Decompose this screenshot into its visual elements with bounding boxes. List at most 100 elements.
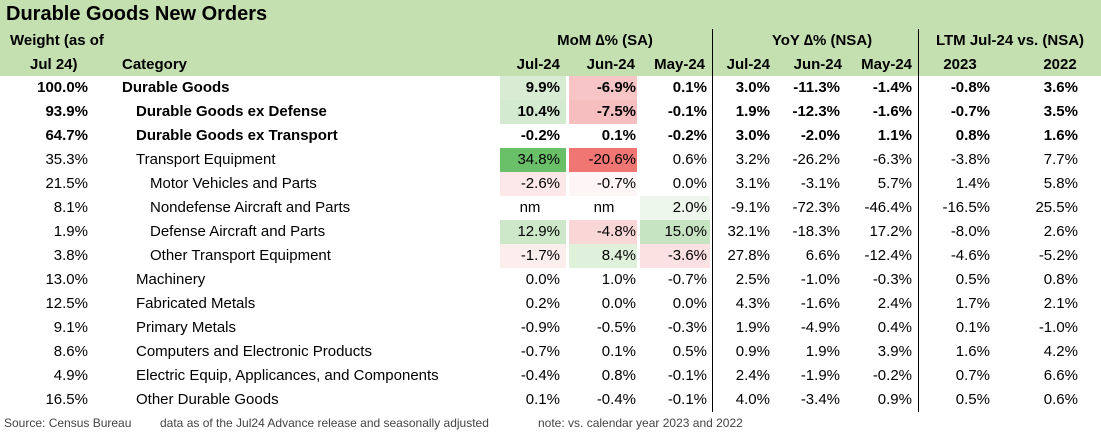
category-cell: Electric Equip, Applicances, and Compone… — [136, 367, 439, 384]
ltm-cell: 5.8% — [1043, 175, 1078, 192]
ltm-cell: 0.1% — [955, 319, 990, 336]
category-cell: Machinery — [136, 271, 206, 288]
weight-header-line2: Jul 24) — [30, 56, 78, 73]
heat-fill — [500, 148, 566, 172]
mom-group-header: MoM ∆% (SA) — [557, 32, 653, 49]
ltm-col-2023: 2023 — [943, 56, 977, 73]
yoy-cell: -46.4% — [864, 199, 912, 216]
heat-fill — [640, 196, 710, 220]
table-header: Weight (as of Jul 24) Category MoM ∆% (S… — [0, 29, 1101, 76]
yoy-cell: 3.2% — [735, 151, 770, 168]
category-cell: Durable Goods ex Defense — [136, 103, 327, 120]
mom-cell: 2.0% — [672, 199, 707, 216]
yoy-cell: -1.6% — [800, 295, 840, 312]
mom-cell: 9.9% — [525, 79, 560, 96]
yoy-cell: 3.9% — [877, 343, 912, 360]
yoy-cell: -2.0% — [800, 127, 840, 144]
heat-fill — [569, 76, 637, 100]
table-row: 13.0% Machinery 0.0% 1.0% -0.7% 2.5% -1.0% -0.3… — [0, 268, 1101, 292]
ltm-group-header: LTM Jul-24 vs. (NSA) — [935, 32, 1085, 49]
mom-cell: 10.4% — [517, 103, 560, 120]
yoy-cell: 0.9% — [735, 343, 770, 360]
yoy-cell: -11.3% — [793, 79, 840, 96]
weight-cell: 4.9% — [53, 367, 88, 384]
category-cell: Other Transport Equipment — [150, 247, 331, 264]
mom-col-jun24: Jun-24 — [586, 56, 635, 73]
ltm-cell: 4.2% — [1043, 343, 1078, 360]
ltm-cell: 2.1% — [1043, 295, 1078, 312]
mom-cell: -1.7% — [520, 247, 560, 264]
mom-cell: -0.9% — [520, 319, 560, 336]
mom-cell: nm — [519, 199, 541, 216]
weight-cell: 8.1% — [53, 199, 88, 216]
mom-cell: 0.1% — [525, 391, 560, 408]
mom-col-jul24: Jul-24 — [516, 56, 560, 73]
table-row: 100.0% Durable Goods 9.9% -6.9% 0.1% 3.0% -11.… — [0, 76, 1101, 100]
ltm-cell: -5.2% — [1038, 247, 1078, 264]
weight-cell: 100.0% — [37, 79, 88, 96]
mom-col-may24: May-24 — [654, 56, 705, 73]
yoy-cell: -1.6% — [872, 103, 912, 120]
category-cell: Nondefense Aircraft and Parts — [150, 199, 351, 216]
table-row: 93.9% Durable Goods ex Defense 10.4% -7.5% -… — [0, 100, 1101, 124]
ltm-cell: 6.6% — [1043, 367, 1078, 384]
mom-cell: -20.6% — [588, 151, 636, 168]
yoy-cell: -72.3% — [792, 199, 840, 216]
yoy-cell: -1.9% — [800, 367, 840, 384]
yoy-cell: 3.1% — [735, 175, 770, 192]
mom-cell: -6.9% — [596, 79, 636, 96]
heat-fill — [569, 100, 637, 124]
ltm-cell: -1.0% — [1038, 319, 1078, 336]
mom-cell: -0.4% — [520, 367, 560, 384]
yoy-cell: 4.3% — [735, 295, 770, 312]
yoy-cell: 6.6% — [805, 247, 840, 264]
weight-cell: 35.3% — [45, 151, 88, 168]
category-cell: Durable Goods ex Transport — [136, 127, 338, 144]
weight-cell: 16.5% — [45, 391, 88, 408]
mom-cell: 0.5% — [672, 343, 707, 360]
mom-cell: 0.1% — [601, 343, 636, 360]
mom-cell: -0.3% — [667, 319, 707, 336]
mom-cell: 8.4% — [601, 247, 636, 264]
mom-cell: 0.6% — [672, 151, 707, 168]
weight-cell: 13.0% — [45, 271, 88, 288]
weight-cell: 8.6% — [53, 343, 88, 360]
weight-cell: 9.1% — [53, 319, 88, 336]
ltm-cell: 0.5% — [955, 391, 990, 408]
yoy-cell: -3.1% — [800, 175, 840, 192]
yoy-cell: -26.2% — [792, 151, 840, 168]
yoy-cell: 1.9% — [735, 319, 770, 336]
heat-fill — [569, 220, 637, 244]
mom-cell: -0.7% — [520, 343, 560, 360]
weight-cell: 12.5% — [45, 295, 88, 312]
yoy-cell: 3.0% — [735, 79, 770, 96]
yoy-cell: -3.4% — [800, 391, 840, 408]
mom-cell: 0.1% — [601, 127, 636, 144]
heat-fill — [569, 172, 637, 196]
yoy-cell: -4.9% — [800, 319, 840, 336]
footer-note-data: data as of the Jul24 Advance release and… — [160, 416, 489, 430]
heat-fill — [500, 172, 566, 196]
weight-cell: 1.9% — [53, 223, 88, 240]
ltm-cell: -8.0% — [950, 223, 990, 240]
table-row: 64.7% Durable Goods ex Transport -0.2% 0.1%… — [0, 124, 1101, 148]
ltm-cell: 2.6% — [1043, 223, 1078, 240]
heat-fill — [500, 100, 566, 124]
mom-cell: 12.9% — [517, 223, 560, 240]
yoy-cell: 2.5% — [735, 271, 770, 288]
heat-fill — [569, 244, 637, 268]
yoy-cell: 0.9% — [877, 391, 912, 408]
yoy-cell: 0.4% — [877, 319, 912, 336]
yoy-cell: -12.4% — [864, 247, 912, 264]
yoy-cell: 5.7% — [877, 175, 912, 192]
mom-cell: -0.2% — [520, 127, 560, 144]
yoy-cell: 4.0% — [735, 391, 770, 408]
ltm-cell: 0.6% — [1043, 391, 1078, 408]
table-row: 8.1% Nondefense Aircraft and Parts nm nm 2.0… — [0, 196, 1101, 220]
heat-fill — [569, 148, 637, 172]
ltm-cell: 3.5% — [1043, 103, 1078, 120]
yoy-cell: -0.3% — [872, 271, 912, 288]
table-row: 1.9% Defense Aircraft and Parts 12.9% -4.8%… — [0, 220, 1101, 244]
yoy-cell: 32.1% — [727, 223, 770, 240]
yoy-cell: 1.1% — [877, 127, 912, 144]
